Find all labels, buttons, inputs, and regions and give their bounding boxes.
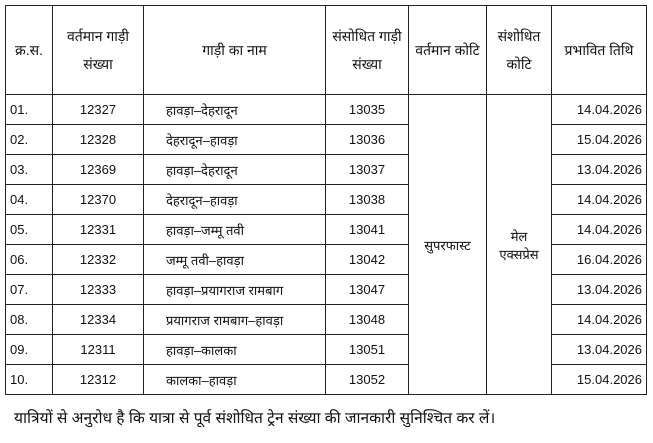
cell-current-train-no: 12332 [52, 244, 144, 275]
cell-current-train-no: 12312 [52, 364, 144, 395]
header-revised-train-no: संसोधित गाड़ी संख्या [325, 5, 409, 95]
header-revised-category: संशोधित कोटि [486, 5, 552, 95]
header-sn: क्र.स. [5, 5, 53, 95]
cell-current-train-no: 12327 [52, 94, 144, 125]
cell-sn: 10. [5, 364, 53, 395]
table-row: 03. 12369 हावड़ा–देहरादून 13037 13.04.2026 [5, 154, 647, 185]
cell-effective-date: 15.04.2026 [551, 364, 647, 395]
cell-current-train-no: 12370 [52, 184, 144, 215]
table-row: 05. 12331 हावड़ा–जम्मू तवी 13041 14.04.2026 [5, 214, 647, 245]
train-renumbering-table: क्र.स. वर्तमान गाड़ी संख्या गाड़ी का नाम… [5, 5, 647, 395]
cell-current-train-no: 12331 [52, 214, 144, 245]
cell-effective-date: 16.04.2026 [551, 244, 647, 275]
cell-train-name: कालका–हावड़ा [143, 364, 326, 395]
cell-train-name: देहरादून–हावड़ा [143, 184, 326, 215]
cell-sn: 03. [5, 154, 53, 185]
table-row: 04. 12370 देहरादून–हावड़ा 13038 14.04.2026 [5, 184, 647, 215]
cell-sn: 06. [5, 244, 53, 275]
cell-train-name: हावड़ा–जम्मू तवी [143, 214, 326, 245]
cell-effective-date: 14.04.2026 [551, 304, 647, 335]
cell-train-name: हावड़ा–देहरादून [143, 94, 326, 125]
cell-revised-train-no: 13037 [325, 154, 409, 185]
cell-current-category: सुपरफास्ट [408, 94, 487, 395]
cell-train-name: हावड़ा–कालका [143, 334, 326, 365]
passenger-note: यात्रियों से अनुरोध है कि यात्रा से पूर्… [14, 410, 496, 427]
cell-sn: 05. [5, 214, 53, 245]
cell-sn: 04. [5, 184, 53, 215]
cell-effective-date: 13.04.2026 [551, 274, 647, 305]
table-row: 01. 12327 हावड़ा–देहरादून 13035 सुपरफास्ट मेल… [5, 94, 647, 395]
cell-revised-train-no: 13041 [325, 214, 409, 245]
cell-train-name: जम्मू तवी–हावड़ा [143, 244, 326, 275]
cell-current-train-no: 12311 [52, 334, 144, 365]
cell-revised-train-no: 13052 [325, 364, 409, 395]
cell-effective-date: 13.04.2026 [551, 154, 647, 185]
cell-current-train-no: 12334 [52, 304, 144, 335]
cell-current-train-no: 12328 [52, 124, 144, 155]
cell-revised-train-no: 13035 [325, 94, 409, 125]
cell-revised-train-no: 13047 [325, 274, 409, 305]
cell-effective-date: 13.04.2026 [551, 334, 647, 365]
header-current-train-no: वर्तमान गाड़ी संख्या [52, 5, 144, 95]
cell-sn: 02. [5, 124, 53, 155]
cell-sn: 09. [5, 334, 53, 365]
cell-train-name: हावड़ा–देहरादून [143, 154, 326, 185]
header-current-category: वर्तमान कोटि [408, 5, 487, 95]
header-effective-date: प्रभावित तिथि [551, 5, 647, 95]
cell-revised-category: मेल एक्सप्रेस [486, 94, 552, 395]
cell-effective-date: 14.04.2026 [551, 214, 647, 245]
table-row: 06. 12332 जम्मू तवी–हावड़ा 13042 16.04.2026 [5, 244, 647, 275]
cell-revised-train-no: 13036 [325, 124, 409, 155]
cell-train-name: देहरादून–हावड़ा [143, 124, 326, 155]
table-row: 02. 12328 देहरादून–हावड़ा 13036 15.04.2026 [5, 124, 647, 155]
cell-revised-train-no: 13051 [325, 334, 409, 365]
cell-effective-date: 14.04.2026 [551, 184, 647, 215]
cell-sn: 08. [5, 304, 53, 335]
cell-current-train-no: 12369 [52, 154, 144, 185]
cell-effective-date: 14.04.2026 [551, 94, 647, 125]
cell-current-train-no: 12333 [52, 274, 144, 305]
header-row: क्र.स. वर्तमान गाड़ी संख्या गाड़ी का नाम… [5, 5, 647, 95]
header-train-name: गाड़ी का नाम [143, 5, 326, 95]
cell-revised-train-no: 13042 [325, 244, 409, 275]
table-row: 10. 12312 कालका–हावड़ा 13052 15.04.2026 [5, 364, 647, 395]
table-row: 07. 12333 हावड़ा–प्रयागराज रामबाग 13047 13.0… [5, 274, 647, 305]
cell-effective-date: 15.04.2026 [551, 124, 647, 155]
cell-train-name: हावड़ा–प्रयागराज रामबाग [143, 274, 326, 305]
cell-revised-train-no: 13048 [325, 304, 409, 335]
cell-sn: 01. [5, 94, 53, 125]
cell-revised-train-no: 13038 [325, 184, 409, 215]
cell-sn: 07. [5, 274, 53, 305]
cell-train-name: प्रयागराज रामबाग–हावड़ा [143, 304, 326, 335]
